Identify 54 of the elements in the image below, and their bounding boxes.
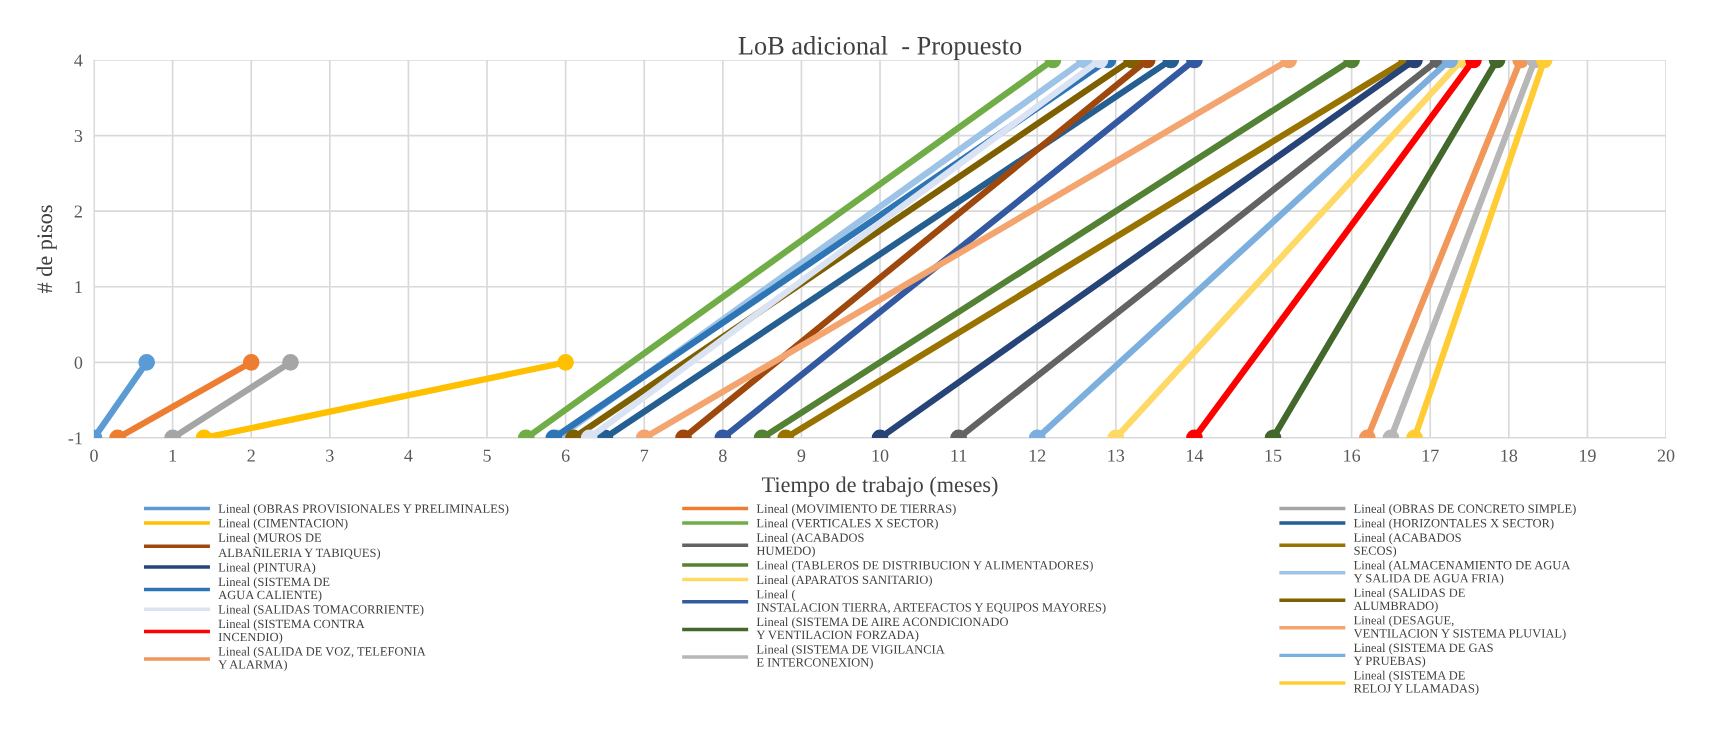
legend-label: Lineal (OBRAS DE CONCRETO SIMPLE) (1353, 504, 1576, 516)
x-tick-label: 8 (719, 449, 727, 462)
legend-label: Lineal (HORIZONTALES X SECTOR) (1353, 518, 1554, 530)
legend-label: Lineal (DESAGUE, VENTILACION Y SISTEMA PLUVIAL) (1353, 615, 1566, 641)
x-tick-label: 13 (1108, 449, 1125, 462)
y-tick-label: 1 (75, 281, 82, 294)
y-tick-label: 3 (74, 129, 83, 143)
y-tick-label: 2 (74, 205, 82, 218)
x-tick-label: 5 (483, 449, 491, 462)
legend-label: Lineal (SISTEMA DE AIRE ACONDICIONADO Y VENTILACION FORZADA) (756, 617, 1008, 642)
x-axis-title: Tiempo de trabajo (meses) (762, 476, 998, 497)
x-tick-label: 1 (169, 449, 177, 462)
legend-label: Lineal ( INSTALACION TIERRA, ARTEFACTOS Y EQUIPOS MAYORES) (756, 589, 1106, 615)
legend-label: Lineal (ACABADOS HUMEDO) (756, 533, 864, 558)
y-axis-title: # de pisos (36, 205, 57, 294)
legend-label: Lineal (ACABADOS SECOS) (1353, 533, 1461, 558)
legend-label: Lineal (SALIDAS DE ALUMBRADO) (1353, 588, 1465, 613)
legend-label: Lineal (CIMENTACION) (218, 518, 348, 530)
legend-label: Lineal (SISTEMA DE AGUA CALIENTE) (218, 577, 330, 602)
x-tick-label: 12 (1029, 449, 1046, 462)
legend-label: Lineal (APARATOS SANITARIO) (756, 575, 932, 587)
legend-label: Lineal (PINTURA) (218, 562, 316, 575)
x-tick-label: 6 (561, 449, 570, 462)
x-tick-label: 14 (1186, 449, 1204, 462)
y-tick-label: 4 (74, 54, 83, 67)
x-tick-label: 7 (640, 449, 649, 462)
x-tick-label: 19 (1579, 449, 1596, 462)
x-tick-label: 15 (1265, 449, 1282, 462)
x-tick-label: 18 (1501, 449, 1518, 462)
x-tick-label: 16 (1344, 449, 1361, 462)
x-tick-label: 10 (872, 449, 889, 462)
legend-label: Lineal (VERTICALES X SECTOR) (756, 518, 938, 530)
legend-label: Lineal (ALMACENAMIENTO DE AGUA Y SALIDA DE AGUA FRIA) (1353, 560, 1571, 586)
legend-label: Lineal (SISTEMA DE VIGILANCIA E INTERCONEXION) (756, 644, 945, 670)
legend-label: Lineal (OBRAS PROVISIONALES Y PRELIMINALES) (218, 504, 509, 516)
x-tick-label: 9 (797, 449, 806, 462)
y-tick-label: -1 (68, 432, 82, 445)
legend-label: Lineal (MUROS DE ALBAÑILERIA Y TABIQUES) (218, 533, 381, 560)
x-tick-label: 11 (951, 449, 967, 462)
y-tick-label: 0 (74, 356, 83, 369)
x-tick-label: 0 (90, 449, 98, 462)
legend-label: Lineal (SISTEMA DE RELOJ Y LLAMADAS) (1353, 670, 1479, 696)
legend-label: Lineal (MOVIMIENTO DE TIERRAS) (756, 504, 956, 516)
x-tick-label: 4 (404, 449, 413, 462)
legend-label: Lineal (SISTEMA CONTRA INCENDIO) (218, 619, 365, 644)
x-tick-label: 2 (247, 449, 255, 462)
legend-label: Lineal (SALIDAS TOMACORRIENTE) (218, 604, 424, 617)
x-tick-label: 17 (1422, 449, 1439, 462)
legend-label: Lineal (TABLEROS DE DISTRIBUCION Y ALIMENTADORES) (756, 560, 1093, 573)
legend-label: Lineal (SISTEMA DE GAS Y PRUEBAS) (1353, 643, 1493, 668)
chart-title: LoB adicional - Propuesto (738, 36, 1022, 61)
x-tick-label: 3 (326, 449, 334, 462)
legend-label: Lineal (SALIDA DE VOZ, TELEFONIA Y ALARMA) (218, 646, 426, 672)
x-tick-label: 20 (1657, 449, 1675, 462)
